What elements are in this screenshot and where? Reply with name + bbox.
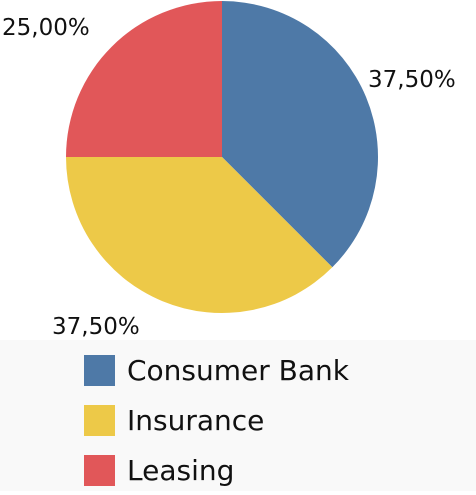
legend-swatch-consumer-bank	[84, 354, 115, 386]
data-label-leasing: 25,00%	[2, 15, 90, 41]
legend-panel	[0, 340, 476, 491]
data-label-insurance: 37,50%	[52, 314, 140, 340]
pie-slice-insurance[interactable]	[66, 157, 333, 313]
pie-slice-leasing[interactable]	[66, 1, 222, 157]
data-label-consumer-bank: 37,50%	[368, 67, 456, 93]
pie-slice-consumer-bank[interactable]	[222, 1, 379, 268]
legend-label-leasing: Leasing	[127, 453, 235, 487]
pie-slices	[66, 1, 379, 313]
legend-swatch-insurance	[84, 404, 115, 436]
legend-label-insurance: Insurance	[127, 403, 265, 437]
legend: Consumer Bank Insurance Leasing	[84, 345, 349, 495]
pie-data-labels: 37,50% 37,50% 25,00%	[2, 15, 456, 340]
legend-item-leasing[interactable]: Leasing	[84, 445, 349, 495]
legend-item-insurance[interactable]: Insurance	[84, 395, 349, 445]
legend-swatch-leasing	[84, 454, 115, 486]
legend-label-consumer-bank: Consumer Bank	[127, 353, 350, 387]
pie-chart: 37,50% 37,50% 25,00%	[2, 1, 456, 340]
legend-item-consumer-bank[interactable]: Consumer Bank	[84, 345, 349, 395]
